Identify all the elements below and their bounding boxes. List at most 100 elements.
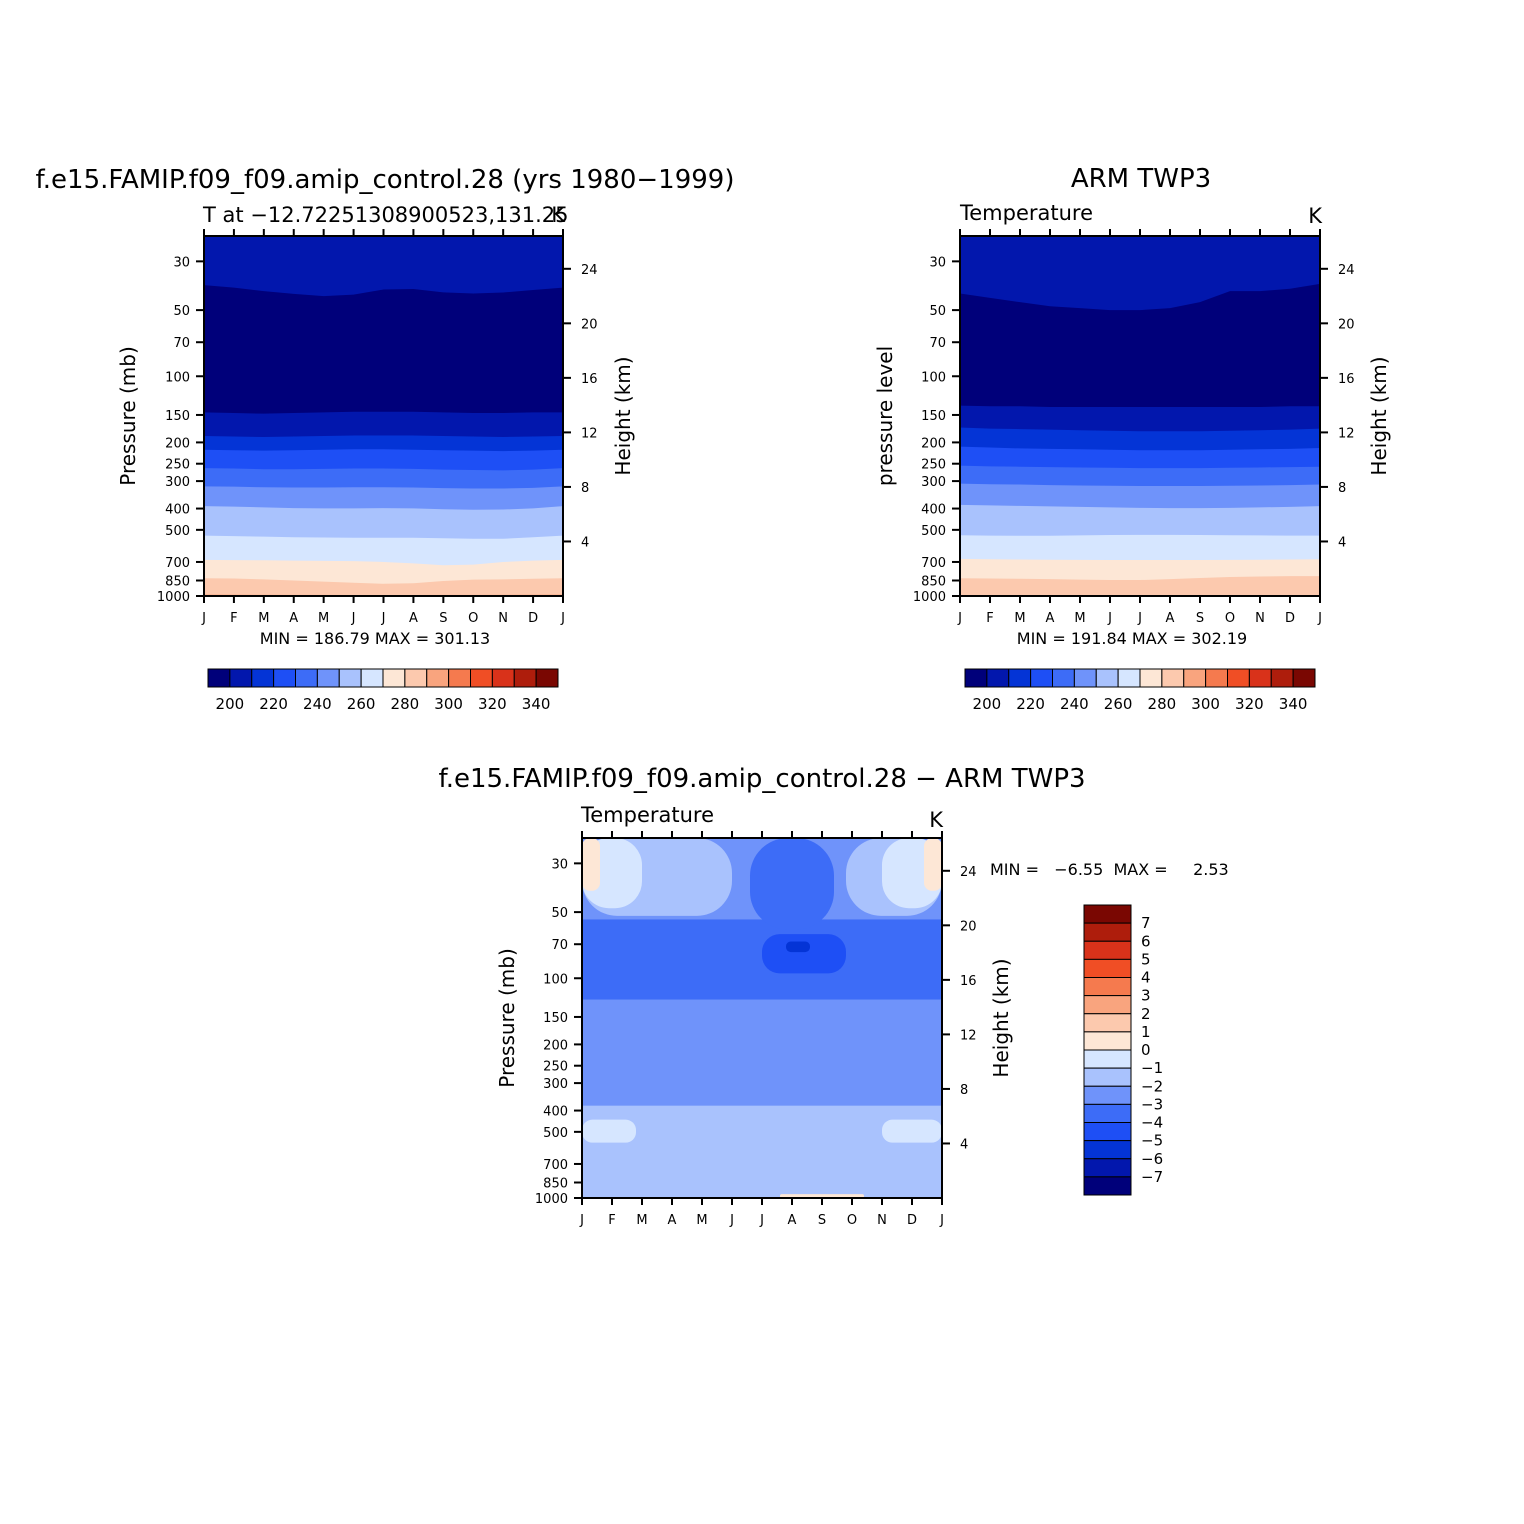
model-ytick-label: 30	[173, 255, 190, 270]
diff-colorbar-swatch	[1083, 1122, 1132, 1142]
diff-colorbar-swatch	[1083, 995, 1132, 1015]
diff-contour-fill	[582, 838, 942, 1198]
model-xtick-label: N	[498, 611, 508, 626]
model-ytick-label: 850	[165, 574, 190, 589]
model-xtick-label: F	[230, 611, 237, 626]
obs-xtick-label: J	[1317, 611, 1322, 626]
obs-colorbar-label: 280	[1148, 695, 1177, 713]
diff-height-tick-label: 12	[960, 1028, 977, 1043]
obs-xtick-label: A	[1166, 611, 1175, 626]
diff-colorbar-swatch	[1083, 958, 1132, 978]
model-ylabel-right: Height (km)	[611, 356, 635, 475]
obs-xtick-label: A	[1046, 611, 1055, 626]
diff-colorbar-swatch	[1083, 1158, 1132, 1178]
diff-colorbar-swatch	[1083, 977, 1132, 997]
diff-colorbar-label: 7	[1141, 914, 1151, 932]
obs-ytick-label: 30	[929, 255, 946, 270]
model-colorbar-swatch	[273, 668, 296, 688]
obs-ytick-label: 50	[929, 304, 946, 319]
obs-height-tick-label: 8	[1338, 481, 1346, 496]
diff-band	[582, 1119, 636, 1143]
model-colorbar-swatch	[535, 668, 559, 688]
diff-colorbar-swatch	[1083, 1085, 1132, 1105]
obs-colorbar: 200 220 240 260 280 300 320 340	[964, 668, 1316, 713]
obs-colorbar-swatch	[964, 668, 988, 688]
obs-subtitle: Temperature	[959, 201, 1093, 225]
model-height-tick-label: 20	[581, 317, 598, 332]
model-panel: f.e15.FAMIP.f09_f09.amip_control.28 (yrs…	[36, 165, 735, 713]
model-xtick-label: J	[381, 611, 386, 626]
model-colorbar-swatch	[404, 668, 428, 688]
obs-ytick-label: 1000	[913, 590, 946, 605]
obs-ytick-label: 70	[929, 336, 946, 351]
model-ytick-label: 50	[173, 304, 190, 319]
diff-xtick-label: A	[668, 1213, 677, 1228]
model-height-tick-label: 4	[581, 535, 589, 550]
diff-xtick-label: A	[788, 1213, 797, 1228]
obs-colorbar-swatch	[1073, 668, 1097, 688]
obs-colorbar-swatch	[1117, 668, 1141, 688]
model-colorbar-label: 200	[216, 695, 245, 713]
model-colorbar: 200 220 240 260 280 300 320 340	[207, 668, 559, 713]
obs-xtick-label: M	[1074, 611, 1085, 626]
diff-colorbar-swatch	[1083, 1013, 1132, 1033]
diff-colorbar-label: 6	[1141, 932, 1151, 950]
model-colorbar-swatch	[360, 668, 384, 688]
diff-colorbar-label: 3	[1141, 987, 1151, 1005]
diff-colorbar-swatch	[1083, 1140, 1132, 1160]
model-ytick-label: 300	[165, 475, 190, 490]
obs-ytick-label: 100	[921, 370, 946, 385]
model-xtick-label: M	[258, 611, 269, 626]
obs-colorbar-swatch	[1270, 668, 1294, 688]
model-xtick-label: A	[409, 611, 418, 626]
diff-xtick-label: O	[847, 1213, 857, 1228]
diff-band	[762, 934, 846, 974]
obs-panel: ARM TWP3 Temperature K J F M A M J J A S O N D J 30 50…	[873, 164, 1391, 713]
diff-colorbar-label: 5	[1141, 950, 1151, 968]
diff-ylabel: Pressure (mb)	[495, 948, 519, 1088]
obs-height-tick-label: 20	[1338, 317, 1355, 332]
diff-panel: f.e15.FAMIP.f09_f09.amip_control.28 − AR…	[438, 764, 1228, 1228]
model-subtitle: T at −12.72251308900523,131.25	[202, 203, 568, 227]
diff-title: f.e15.FAMIP.f09_f09.amip_control.28 − AR…	[438, 764, 1085, 794]
obs-colorbar-swatch	[986, 668, 1010, 688]
model-ytick-label: 100	[165, 370, 190, 385]
obs-height-tick-label: 16	[1338, 372, 1355, 387]
diff-ytick-label: 100	[543, 972, 568, 987]
diff-colorbar-label: −5	[1141, 1132, 1163, 1150]
obs-ytick-label: 150	[921, 409, 946, 424]
model-xtick-label: J	[560, 611, 565, 626]
model-colorbar-swatch	[295, 668, 318, 688]
obs-height-tick-label: 4	[1338, 535, 1346, 550]
obs-xtick-label: J	[1137, 611, 1142, 626]
obs-ytick-label: 500	[921, 524, 946, 539]
model-title: f.e15.FAMIP.f09_f09.amip_control.28 (yrs…	[36, 165, 735, 195]
obs-ytick-label: 300	[921, 475, 946, 490]
diff-ytick-label: 30	[551, 857, 568, 872]
obs-xtick-label: J	[1107, 611, 1112, 626]
diff-ylabel-right: Height (km)	[989, 958, 1013, 1077]
diff-band	[924, 838, 942, 891]
obs-xtick-label: D	[1285, 611, 1295, 626]
diff-ytick-label: 50	[551, 906, 568, 921]
model-colorbar-label: 340	[522, 695, 551, 713]
model-colorbar-swatch	[491, 668, 515, 688]
diff-ytick-label: 250	[543, 1060, 568, 1075]
model-ytick-label: 1000	[157, 590, 190, 605]
model-colorbar-label: 240	[303, 695, 332, 713]
diff-xtick-label: J	[939, 1213, 944, 1228]
model-colorbar-swatch	[470, 668, 493, 688]
diff-subtitle: Temperature	[580, 803, 714, 827]
diff-band	[786, 941, 810, 953]
diff-colorbar-swatch	[1083, 940, 1132, 960]
obs-band	[960, 236, 1320, 311]
model-colorbar-label: 280	[391, 695, 420, 713]
obs-xtick-label: M	[1014, 611, 1025, 626]
model-xtick-label: A	[289, 611, 298, 626]
model-colorbar-swatch	[426, 668, 450, 688]
diff-colorbar-label: −2	[1141, 1077, 1163, 1095]
diff-ytick-label: 70	[551, 938, 568, 953]
model-ytick-label: 250	[165, 458, 190, 473]
diff-band	[582, 1105, 942, 1198]
diff-xtick-label: J	[759, 1213, 764, 1228]
